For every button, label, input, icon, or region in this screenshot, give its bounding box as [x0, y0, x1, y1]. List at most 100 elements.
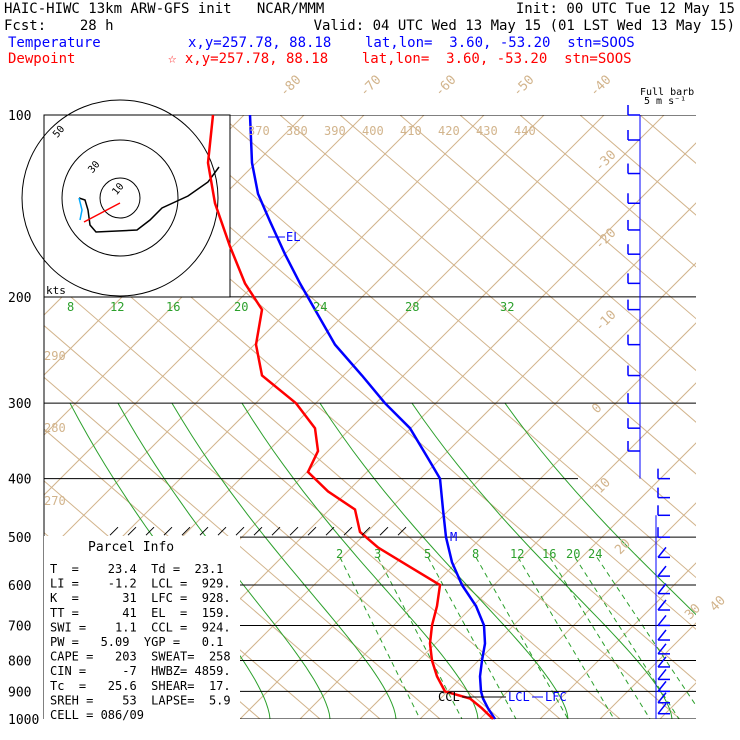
dry-adiabat-line	[44, 273, 561, 719]
dewpoint-label: Dewpoint	[8, 51, 76, 67]
mixing-ratio-line	[475, 557, 569, 719]
level-label-m: M	[450, 530, 457, 544]
wind-barb-flag	[657, 565, 667, 577]
mixing-ratio-label: 8	[472, 547, 479, 561]
isotherm-label: -60	[432, 73, 459, 100]
mixing-ratio-line	[377, 557, 463, 719]
moist-adiabat-line	[319, 402, 569, 719]
level-label-ccl: CCL	[438, 690, 460, 704]
mixing-ratio-label: 12	[510, 547, 524, 561]
isotherm-line	[539, 562, 696, 719]
theta-label: 380	[286, 124, 308, 138]
mixing-ratio-line	[549, 557, 651, 719]
hatch-mark	[343, 526, 353, 536]
moist-adiabat-line	[411, 402, 673, 719]
hodo-storm-trace	[78, 197, 83, 221]
parcel-info-row: PW = 5.09 YGP = 0.1	[50, 635, 223, 649]
mixing-ratio-line	[427, 557, 517, 719]
hodo-ring-30	[61, 139, 179, 257]
header-fcst: Fcst: 28 h	[4, 18, 114, 34]
moist-adiabat-label: 20	[234, 300, 248, 314]
dry-adiabat-line	[459, 115, 696, 320]
mixing-ratio-label: 24	[588, 547, 602, 561]
dry-adiabat-line	[219, 115, 696, 527]
dry-adiabat-line	[279, 115, 696, 475]
isotherm-label: 40	[707, 593, 729, 615]
hodo-shear-vector	[83, 202, 121, 223]
moist-adiabat-label: 24	[313, 300, 327, 314]
moist-adiabat-line	[241, 402, 479, 719]
dry-adiabat-line	[700, 115, 740, 719]
theta-label: 370	[248, 124, 270, 138]
hodograph: 50 30 10 kts	[21, 99, 231, 298]
dry-adiabat-line	[519, 115, 696, 268]
isotherm-line	[479, 502, 696, 719]
hodo-units: kts	[46, 284, 66, 297]
parcel-info-title: Parcel Info	[88, 540, 174, 555]
isotherm-line	[359, 382, 696, 719]
wind-barbs	[627, 105, 670, 719]
parcel-info-row: TT = 41 EL = 159.	[50, 606, 231, 620]
theta-label: 420	[438, 124, 460, 138]
moist-adiabat-label: 32	[500, 300, 514, 314]
parcel-info-row: CIN = -7 HWBZ= 4859.	[50, 664, 231, 678]
hatch-mark	[235, 526, 245, 536]
hatch-mark	[145, 526, 155, 536]
mixing-ratio-label: 5	[424, 547, 431, 561]
theta-label: 390	[324, 124, 346, 138]
isotherm-line	[44, 115, 425, 496]
wind-barb-flag	[657, 599, 667, 611]
theta-label-left: 270	[44, 494, 66, 508]
isotherm-label: -30	[592, 148, 619, 175]
pressure-tick-label: 700	[8, 619, 31, 634]
parcel-info-row: T = 23.4 Td = 23.1	[50, 562, 223, 576]
isotherm-label: -10	[592, 308, 619, 335]
temperature-label: Temperature	[8, 35, 101, 51]
parcel-info-row: Tc = 25.6 SHEAR= 17.	[50, 679, 231, 693]
hatch-mark	[361, 526, 371, 536]
theta-label: 400	[362, 124, 384, 138]
theta-label: 430	[476, 124, 498, 138]
hatch-mark	[181, 526, 191, 536]
isotherm-label: -40	[587, 73, 614, 100]
level-label-lcl: LCL	[508, 690, 530, 704]
hatch-mark	[163, 526, 173, 536]
parcel-info-row: CELL = 086/09	[50, 708, 144, 722]
hatch-mark	[217, 526, 227, 536]
isotherm-label: -50	[510, 73, 537, 100]
isotherm-line	[44, 115, 545, 616]
dewpoint-info: ☆ x,y=257.78, 88.18 lat,lon= 3.60, -53.2…	[168, 51, 632, 67]
moist-adiabat-label: 28	[405, 300, 419, 314]
dry-adiabat-line	[339, 115, 696, 423]
wind-barb-flag	[657, 680, 667, 692]
hatch-mark	[199, 526, 209, 536]
hatch-mark	[289, 526, 299, 536]
wind-barb-flag	[657, 614, 667, 626]
isotherm-line	[239, 262, 696, 719]
hatch-mark	[271, 526, 281, 536]
dry-adiabat-line	[159, 115, 696, 579]
dewpoint-profile	[206, 114, 494, 720]
isotherm-label: -80	[277, 73, 304, 100]
barb-key-line1: Full barb	[640, 87, 694, 98]
pressure-tick-label: 600	[8, 579, 31, 594]
temperature-info: x,y=257.78, 88.18 lat,lon= 3.60, -53.20 …	[188, 35, 635, 51]
dry-adiabat-line	[44, 324, 501, 719]
hatch-mark	[379, 526, 389, 536]
wind-barb-flag	[657, 703, 667, 715]
pressure-tick-label: 200	[8, 291, 31, 306]
theta-label: 410	[400, 124, 422, 138]
dry-adiabat-line	[399, 115, 696, 372]
isotherm-line	[419, 442, 696, 719]
parcel-info-row: CAPE = 203 SWEAT= 258	[50, 650, 231, 664]
theta-label-left: 280	[44, 421, 66, 435]
barb-key-line2: 5 m s⁻¹	[644, 96, 686, 107]
hodo-wind-trace	[78, 166, 220, 233]
header-init: Init: 00 UTC Tue 12 May 15	[515, 1, 735, 17]
pressure-tick-label: 400	[8, 473, 31, 488]
hatch-mark	[127, 526, 137, 536]
mixing-ratio-label: 2	[336, 547, 343, 561]
wind-barb-flag	[657, 692, 667, 704]
parcel-info-row: SREH = 53 LAPSE= 5.9	[50, 693, 231, 707]
